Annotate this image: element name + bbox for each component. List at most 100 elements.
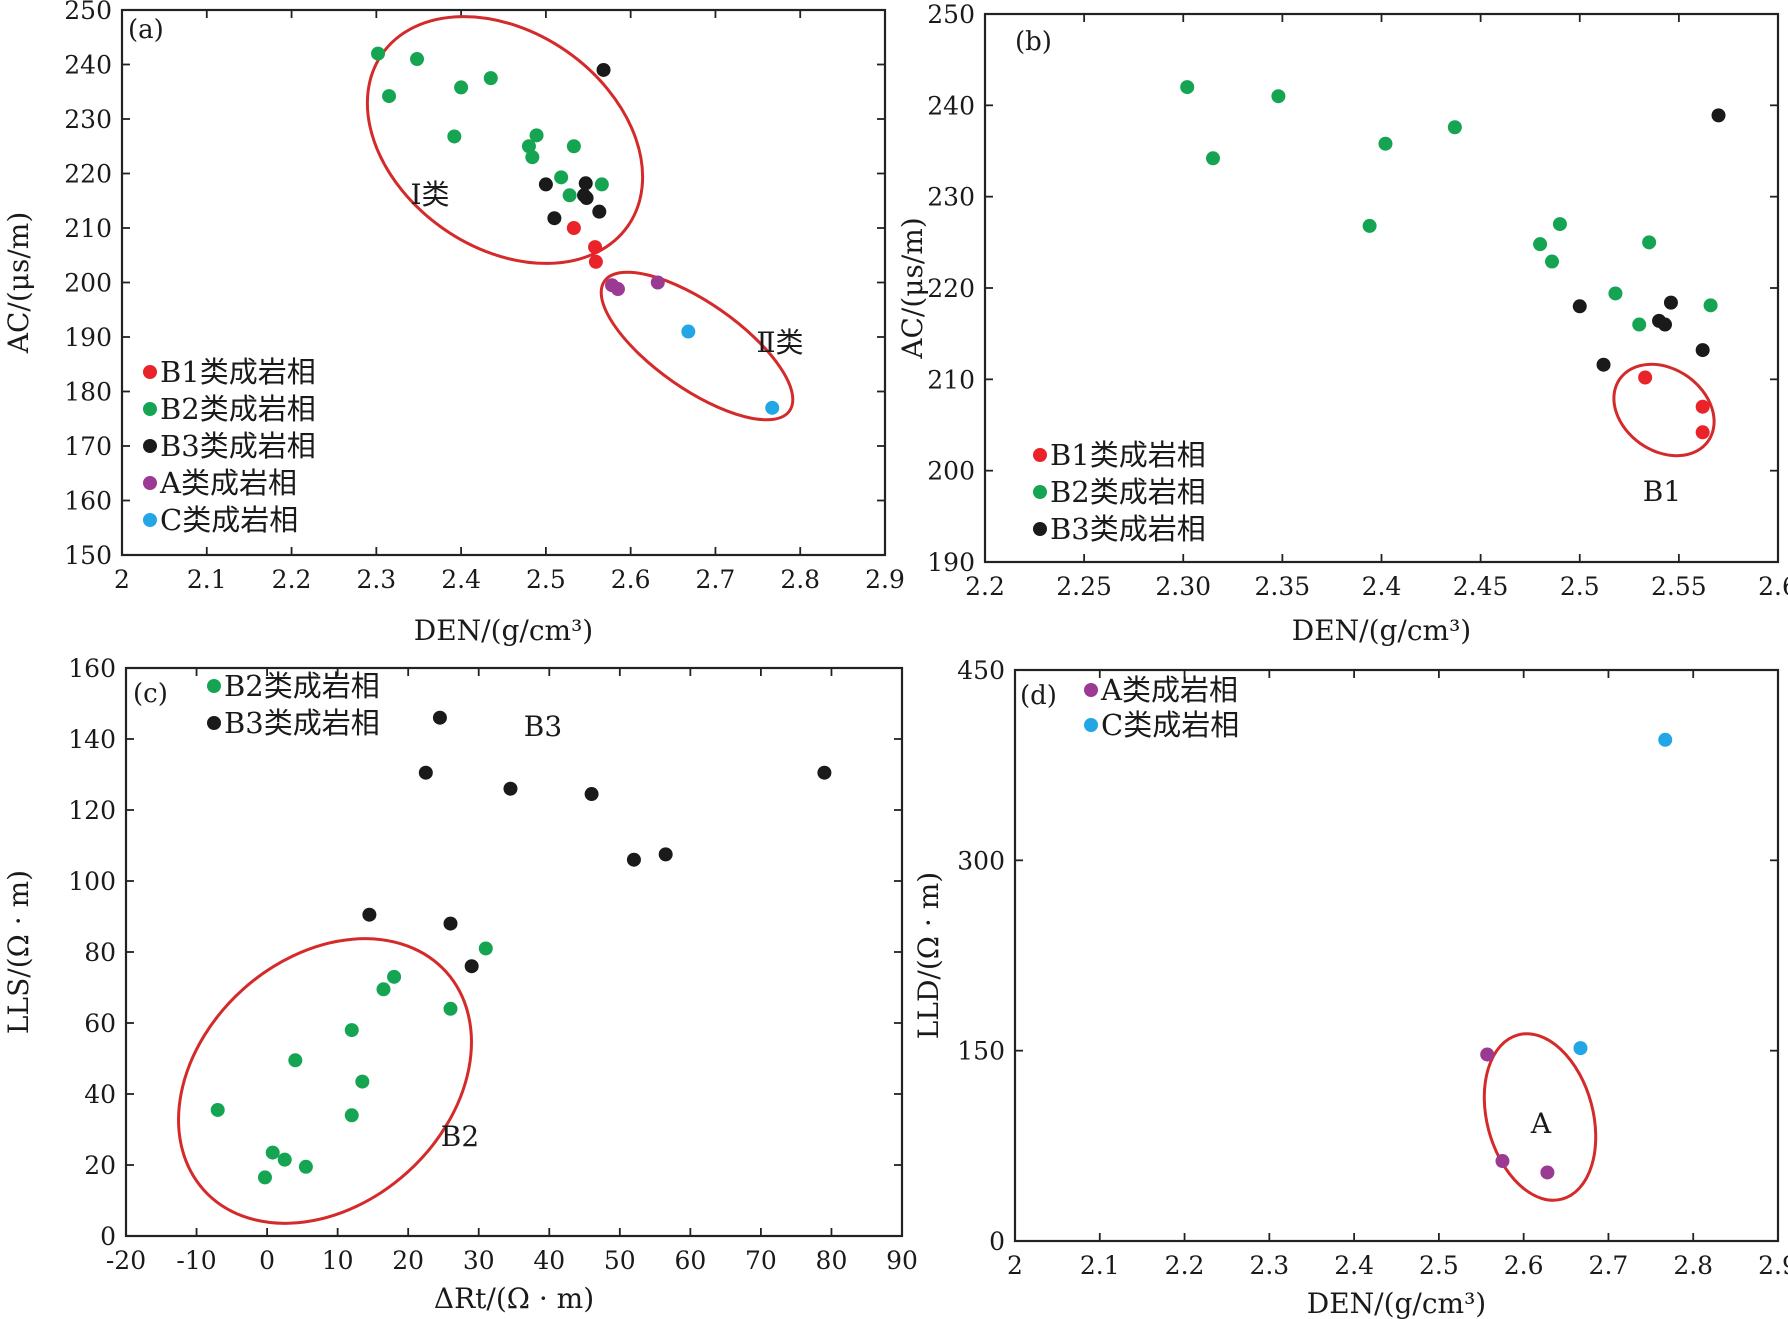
data-point-b2 — [483, 71, 498, 86]
data-point-b2 — [387, 969, 402, 984]
data-point-b2 — [344, 1108, 359, 1123]
legend-label: B3类成岩相 — [160, 429, 316, 463]
panel-label: (d) — [1020, 681, 1057, 711]
data-point-b2 — [1447, 120, 1462, 135]
y-tick-label: 220 — [927, 274, 975, 303]
cluster-annotation: Ⅱ类 — [756, 326, 803, 359]
x-tick-label: 80 — [816, 1246, 848, 1275]
data-point-b3 — [658, 847, 673, 862]
legend-label: B1类成岩相 — [1050, 438, 1206, 472]
data-point-b3 — [626, 852, 641, 867]
data-point-b2 — [265, 1145, 280, 1160]
data-point-b3 — [547, 211, 562, 226]
x-axis-title: DEN/(g/cm³) — [1292, 614, 1471, 647]
x-tick-label: 2.6 — [1504, 1251, 1544, 1280]
legend-marker-c — [143, 513, 157, 527]
cluster-annotation: B3 — [524, 710, 562, 743]
y-axis-title: AC/(μs/m) — [2, 212, 35, 354]
y-tick-label: 250 — [927, 0, 975, 29]
data-point-b2 — [525, 150, 540, 165]
x-tick-label: 2.55 — [1651, 572, 1707, 601]
data-point-b2 — [1533, 237, 1548, 252]
data-point-b3 — [538, 177, 553, 192]
data-point-c — [1573, 1041, 1588, 1056]
data-point-b2 — [443, 1001, 458, 1016]
data-point-b2 — [298, 1159, 313, 1174]
data-point-b2 — [1608, 286, 1623, 301]
x-tick-label: 2.1 — [187, 565, 227, 594]
x-tick-label: 60 — [674, 1246, 706, 1275]
x-tick-label: 2.4 — [441, 565, 481, 594]
x-tick-label: 2.6 — [611, 565, 651, 594]
data-point-b3 — [432, 710, 447, 725]
legend-marker-b2 — [143, 402, 157, 416]
x-tick-label: 2.5 — [526, 565, 566, 594]
y-tick-label: 230 — [64, 105, 112, 134]
legend-label: B2类成岩相 — [224, 669, 380, 703]
data-point-b2 — [277, 1152, 292, 1167]
data-point-b2 — [1205, 151, 1220, 166]
data-point-b2 — [566, 139, 581, 154]
legend-marker-b3 — [1033, 522, 1047, 536]
data-point-b2 — [1552, 217, 1567, 232]
y-tick-label: 150 — [957, 1037, 1005, 1066]
data-point-b3 — [1572, 299, 1587, 314]
y-tick-label: 210 — [927, 365, 975, 394]
y-tick-label: 190 — [927, 548, 975, 577]
data-point-b3 — [418, 765, 433, 780]
y-tick-label: 230 — [927, 183, 975, 212]
legend-marker-a — [143, 476, 157, 490]
cluster-ellipse — [1612, 362, 1716, 458]
x-tick-label: 2.2 — [965, 572, 1005, 601]
x-tick-label: 2.45 — [1453, 572, 1509, 601]
panel-label: (b) — [1015, 27, 1052, 57]
x-tick-label: 2.6 — [1758, 572, 1788, 601]
x-tick-label: 2.8 — [780, 565, 820, 594]
legend-label: B3类成岩相 — [1050, 512, 1206, 546]
x-tick-label: 20 — [392, 1246, 424, 1275]
y-tick-label: 200 — [927, 457, 975, 486]
y-tick-label: 0 — [100, 1222, 116, 1251]
data-point-b3 — [596, 62, 611, 77]
cluster-annotation: A — [1530, 1107, 1552, 1140]
legend-marker-b1 — [143, 365, 157, 379]
data-point-b3 — [1657, 317, 1672, 332]
cluster-annotation: Ⅰ类 — [410, 178, 449, 211]
data-point-b2 — [410, 52, 425, 67]
panel-label: (c) — [133, 679, 168, 709]
data-point-b2 — [257, 1170, 272, 1185]
data-point-b1 — [1638, 370, 1653, 385]
x-tick-label: 2.7 — [1589, 1251, 1629, 1280]
y-tick-label: 450 — [957, 656, 1005, 685]
legend-label: B2类成岩相 — [1050, 475, 1206, 509]
legend-label: C类成岩相 — [1101, 708, 1239, 742]
x-tick-label: 2.25 — [1056, 572, 1112, 601]
data-point-b2 — [1180, 80, 1195, 95]
data-point-a — [1480, 1047, 1495, 1062]
y-tick-label: 140 — [68, 725, 116, 754]
x-tick-label: 2.5 — [1419, 1251, 1459, 1280]
data-point-b2 — [288, 1053, 303, 1068]
cluster-annotation: B1 — [1643, 475, 1681, 508]
y-tick-label: 210 — [64, 214, 112, 243]
data-point-b2 — [1703, 298, 1718, 313]
x-tick-label: 70 — [745, 1246, 777, 1275]
y-tick-label: 160 — [68, 654, 116, 683]
data-point-b2 — [210, 1102, 225, 1117]
data-point-b3 — [443, 916, 458, 931]
data-point-b3 — [579, 191, 594, 206]
y-tick-label: 80 — [84, 938, 116, 967]
x-tick-label: 0 — [259, 1246, 275, 1275]
x-tick-label: 90 — [886, 1246, 918, 1275]
x-tick-label: -10 — [176, 1246, 216, 1275]
panel-label: (a) — [128, 15, 164, 45]
y-tick-label: 120 — [68, 796, 116, 825]
panel-d: 2 2.1 2.2 2.3 2.4 2.5 2.6 2.7 2.8 2.9 0 150 300 450 DE… — [912, 656, 1788, 1319]
y-tick-label: 60 — [84, 1009, 116, 1038]
data-point-b1 — [1695, 425, 1710, 440]
y-tick-label: 150 — [64, 541, 112, 570]
plot-frame-d — [1013, 668, 1780, 1243]
data-point-b3 — [1711, 108, 1726, 123]
legend-marker-b3 — [143, 439, 157, 453]
legend-marker-b1 — [1033, 448, 1047, 462]
